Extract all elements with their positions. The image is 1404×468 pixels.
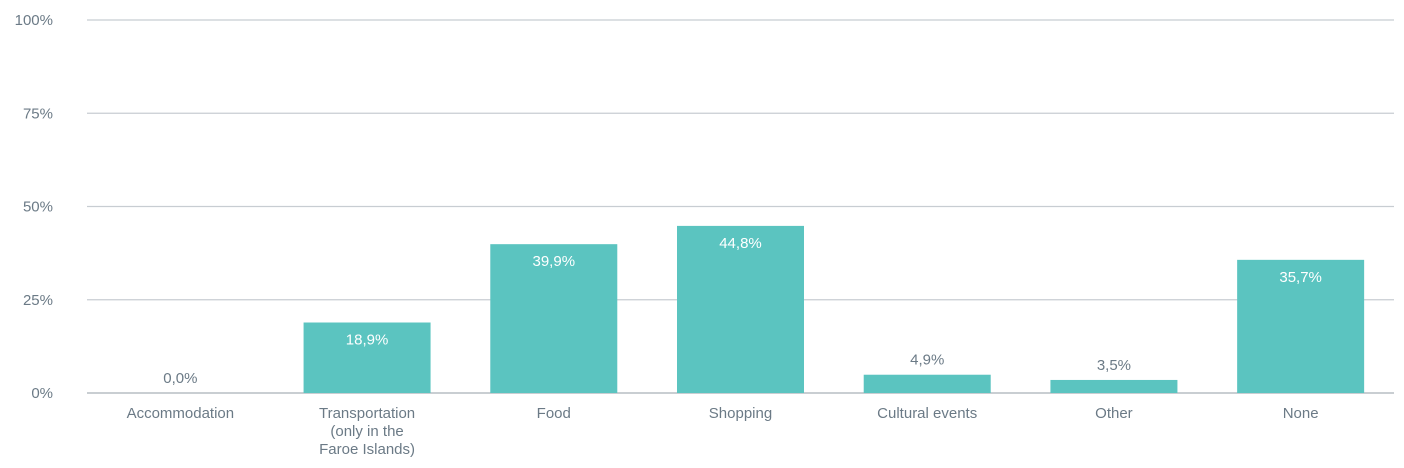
bar <box>677 225 804 393</box>
category-label-line: None <box>1283 405 1319 422</box>
category-label: Transportation (only in the Faroe Islands) <box>319 405 415 458</box>
y-axis-ticks: 0% 25% 50% 75% 100% <box>15 12 53 402</box>
y-tick-label: 0% <box>31 385 53 402</box>
category-label: Shopping <box>709 405 772 422</box>
category-label: Accommodation <box>127 405 235 422</box>
data-label: 39,9% <box>533 253 576 270</box>
data-label: 35,7% <box>1279 269 1322 286</box>
data-labels: 0,0% 18,9% 39,9% 44,8% 4,9% 3,5% 35,7% <box>163 235 1322 387</box>
category-label-line: (only in the <box>330 423 403 440</box>
data-label: 18,9% <box>346 332 389 349</box>
y-tick-label: 25% <box>23 292 53 309</box>
y-tick-label: 50% <box>23 199 53 216</box>
data-label: 4,9% <box>910 352 944 369</box>
bar <box>1050 379 1178 393</box>
category-label-line: Accommodation <box>127 405 235 422</box>
data-label: 0,0% <box>163 370 197 387</box>
bar <box>863 374 991 393</box>
category-label-line: Food <box>537 405 571 422</box>
bar <box>1237 259 1365 393</box>
category-label-line: Cultural events <box>877 405 977 422</box>
category-label: Other <box>1095 405 1133 422</box>
bar <box>303 322 431 393</box>
x-axis-categories: Accommodation Transportation (only in the F… <box>127 405 1319 458</box>
data-label: 44,8% <box>719 235 762 252</box>
y-tick-label: 75% <box>23 105 53 122</box>
bar <box>490 244 618 393</box>
category-label-line: Transportation <box>319 405 415 422</box>
data-label: 3,5% <box>1097 357 1131 374</box>
category-label: Food <box>537 405 571 422</box>
category-label-line: Faroe Islands) <box>319 441 415 458</box>
bars <box>303 225 1365 393</box>
category-label-line: Shopping <box>709 405 772 422</box>
category-label: None <box>1283 405 1319 422</box>
category-label-line: Other <box>1095 405 1133 422</box>
y-tick-label: 100% <box>15 12 53 29</box>
category-label: Cultural events <box>877 405 977 422</box>
